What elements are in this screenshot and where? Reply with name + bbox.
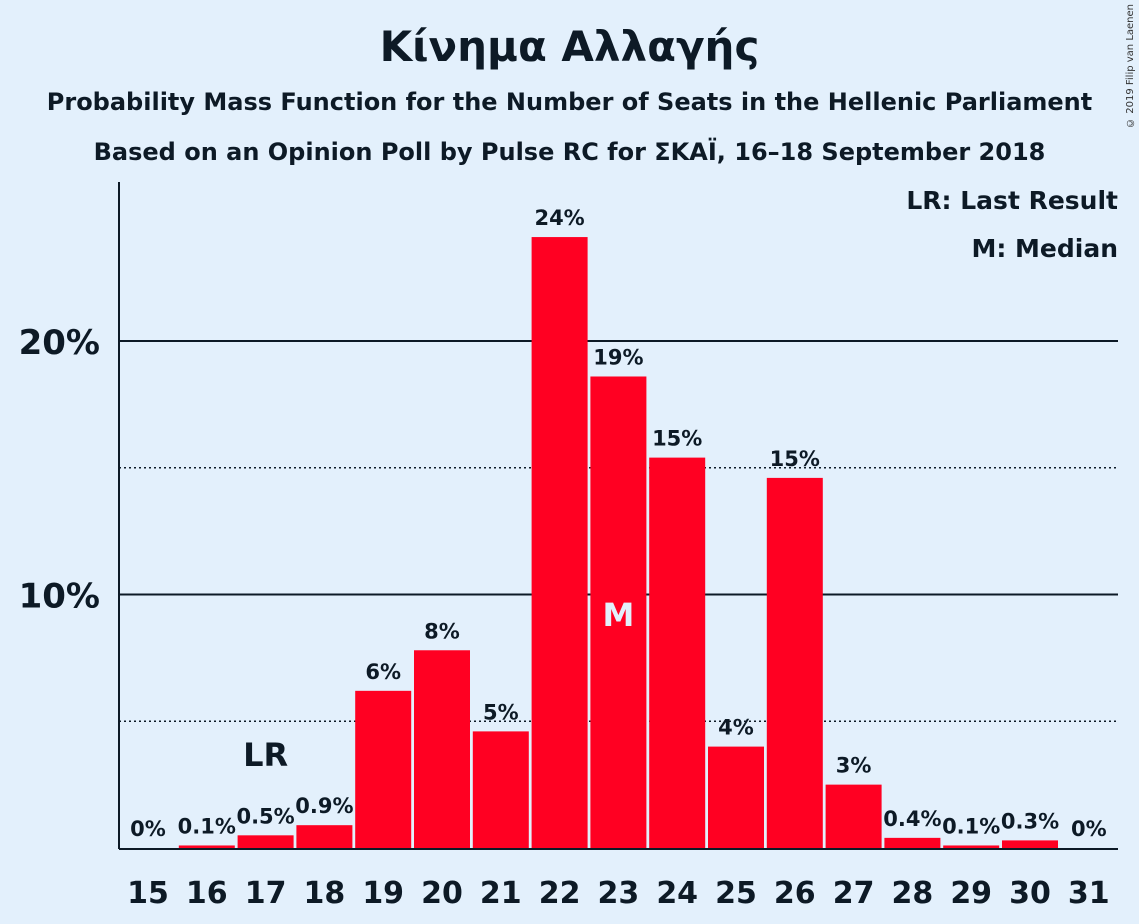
bar — [355, 690, 412, 848]
markers: LR M — [243, 596, 634, 774]
bar-value-label: 15% — [652, 427, 702, 451]
y-tick-labels: 10% 20% — [19, 323, 100, 617]
legend-last-result: LR: Last Result — [906, 186, 1118, 215]
chart-subtitle: Probability Mass Function for the Number… — [46, 88, 1093, 116]
x-tick-label: 31 — [1068, 876, 1110, 911]
bar-value-labels: 0% 0.1% 0.5% 0.9%6%8%5%24%19%15%4%15%3%0.4%… — [130, 206, 1106, 841]
bar-value-label: 0.1% — [178, 814, 236, 838]
bar-value-label: 19% — [593, 345, 643, 369]
bar — [1002, 840, 1058, 848]
bar-value-label: 3% — [836, 754, 872, 778]
bar-value-label: 24% — [534, 206, 584, 230]
bar-value-label: 15% — [770, 447, 820, 471]
x-tick-label: 26 — [774, 876, 816, 911]
bar — [472, 731, 529, 848]
bar-value-label: 0.5% — [236, 804, 294, 828]
bar — [708, 746, 764, 848]
x-tick-label: 16 — [186, 876, 228, 911]
x-tick-label: 18 — [304, 876, 346, 911]
x-tick-label: 27 — [833, 876, 875, 911]
bar — [237, 835, 294, 848]
bar-value-label: 0.1% — [942, 814, 1000, 838]
bar-value-label: 0.3% — [1001, 809, 1059, 833]
x-tick-label: 22 — [539, 876, 581, 911]
bar-value-label: 5% — [483, 700, 519, 724]
y-tick-label: 10% — [19, 577, 100, 617]
bar — [296, 825, 353, 848]
x-tick-label: 20 — [421, 876, 463, 911]
x-tick-label: 15 — [127, 876, 169, 911]
bar — [825, 784, 882, 848]
bar-value-label: 4% — [718, 716, 754, 740]
bar-value-label: 0.9% — [295, 794, 353, 818]
x-tick-label: 25 — [715, 876, 757, 911]
x-tick-label: 29 — [950, 876, 992, 911]
bar-value-label: 6% — [365, 660, 401, 684]
x-tick-label: 21 — [480, 876, 522, 911]
x-tick-label: 28 — [892, 876, 934, 911]
bar — [649, 457, 706, 848]
bar — [943, 845, 1000, 848]
last-result-marker: LR — [243, 736, 288, 774]
x-tick-label: 30 — [1009, 876, 1051, 911]
bar — [590, 376, 647, 848]
bars — [178, 237, 1058, 848]
x-tick-label: 19 — [362, 876, 404, 911]
chart-title: Κίνημα Αλλαγής — [379, 22, 760, 71]
bar-value-label: 0% — [1071, 817, 1107, 841]
bar — [414, 650, 470, 848]
bar-value-label: 8% — [424, 619, 460, 643]
x-tick-labels: 15 16 17 18 19 20 21 22 23 24 25 26 27 28 29 30 31 — [127, 876, 1110, 911]
legend-median: M: Median — [971, 234, 1118, 263]
bar — [178, 845, 235, 848]
bar — [531, 237, 588, 848]
chart-source: Based on an Opinion Poll by Pulse RC for… — [93, 138, 1046, 166]
bar-value-label: 0% — [130, 817, 166, 841]
median-marker: M — [602, 596, 634, 634]
bar — [884, 837, 941, 848]
axes — [118, 182, 1118, 850]
bar-value-label: 0.4% — [883, 807, 941, 831]
bar — [766, 477, 823, 848]
x-tick-label: 23 — [598, 876, 640, 911]
y-tick-label: 20% — [19, 323, 100, 363]
x-tick-label: 24 — [656, 876, 698, 911]
x-tick-label: 17 — [245, 876, 287, 911]
